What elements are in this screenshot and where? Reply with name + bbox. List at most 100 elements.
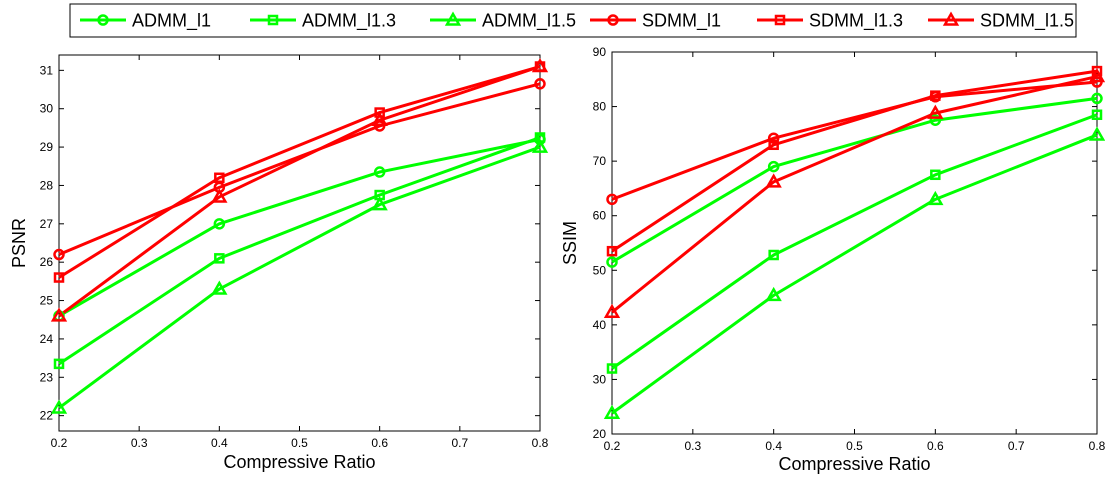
- ssim-y-tick-label: 90: [593, 45, 607, 59]
- ssim-point-admm-l1-5: [1088, 126, 1105, 141]
- psnr-point-admm-l1-3: [214, 253, 225, 264]
- ssim-point-sdmm-l1-5: [1088, 68, 1105, 83]
- psnr-series-line-admm-l1-3: [58, 136, 541, 366]
- psnr-point-admm-l1: [213, 218, 226, 230]
- ssim-y-axis-label: SSIM: [560, 221, 580, 265]
- psnr-x-tick-label: 0.2: [51, 436, 68, 450]
- legend-marker: [267, 14, 279, 26]
- ssim-y-tick-label: 60: [593, 209, 607, 223]
- ssim-x-axis-label: Compressive Ratio: [778, 454, 930, 474]
- ssim-point-sdmm-l1-3: [930, 90, 941, 101]
- ssim-x-tick-label: 0.5: [846, 439, 863, 453]
- ssim-x-tick-label: 0.4: [765, 439, 782, 453]
- ssim-series-line-sdmm-l1-5: [611, 75, 1098, 314]
- ssim-series-line-sdmm-l1: [611, 80, 1098, 201]
- ssim-point-admm-l1: [1091, 92, 1103, 105]
- psnr-point-sdmm-l1: [53, 248, 65, 261]
- psnr-point-sdmm-l1-5: [50, 307, 68, 322]
- legend: ADMM_l1 ADMM_l1.3 ADMM_l1.5 SDMM_l1 SDMM_l1.…: [69, 3, 1077, 38]
- psnr-y-tick-label: 27: [40, 217, 54, 231]
- psnr-x-tick-label: 0.8: [532, 436, 549, 450]
- psnr-point-sdmm-l1-5: [531, 57, 549, 73]
- ssim-point-sdmm-l1-3: [1091, 65, 1103, 77]
- psnr-point-sdmm-l1-5: [371, 111, 388, 126]
- ssim-x-tick-label: 0.2: [604, 439, 621, 453]
- psnr-y-tick-label: 29: [40, 140, 54, 154]
- legend-marker: [942, 11, 960, 26]
- legend-entry-sdmm-l1-5: SDMM_l1.5: [928, 11, 1074, 32]
- psnr-y-tick-label: 25: [40, 294, 54, 308]
- psnr-point-admm-l1-3: [53, 358, 65, 370]
- psnr-point-admm-l1-5: [531, 138, 549, 153]
- ssim-point-admm-l1-5: [765, 286, 782, 302]
- psnr-y-tick-label: 31: [40, 63, 54, 77]
- ssim-point-sdmm-l1: [606, 193, 618, 206]
- psnr-x-axis-label: Compressive Ratio: [223, 452, 375, 472]
- ssim-point-sdmm-l1-3: [768, 139, 779, 151]
- ssim-plot-area: [611, 51, 1098, 435]
- legend-marker: [774, 14, 786, 26]
- psnr-y-tick-label: 26: [40, 255, 54, 269]
- ssim-chart: 0.2 0.3 0.4 0.5 0.6 0.7 0.8 20 30 40 50 60 70 80 90 Co…: [560, 45, 1105, 474]
- legend-label: ADMM_l1: [132, 11, 211, 32]
- legend-entry-admm-l1-3: ADMM_l1.3: [250, 11, 396, 32]
- ssim-point-admm-l1: [606, 256, 618, 268]
- psnr-series-line-sdmm-l1-3: [58, 65, 541, 279]
- psnr-point-sdmm-l1: [373, 120, 386, 132]
- psnr-series-line-sdmm-l1: [58, 82, 541, 256]
- psnr-y-axis-label: PSNR: [9, 218, 29, 268]
- ssim-series-line-admm-l1: [611, 96, 1098, 264]
- ssim-y-tick-label: 70: [593, 154, 607, 168]
- psnr-y-tick-label: 23: [40, 370, 54, 384]
- ssim-point-admm-l1: [929, 114, 942, 126]
- legend-marker: [607, 14, 619, 26]
- ssim-x-tick-label: 0.6: [927, 439, 944, 453]
- psnr-x-tick-label: 0.5: [291, 436, 308, 450]
- psnr-point-admm-l1-5: [211, 280, 228, 295]
- legend-marker: [97, 14, 109, 26]
- legend-label: SDMM_l1.3: [809, 11, 903, 32]
- psnr-point-sdmm-l1-3: [214, 172, 225, 184]
- ssim-y-tick-label: 80: [593, 100, 607, 114]
- legend-marker: [444, 11, 462, 26]
- psnr-point-sdmm-l1-5: [211, 188, 228, 203]
- legend-entry-sdmm-l1: SDMM_l1: [590, 11, 721, 32]
- ssim-y-tick-label: 50: [593, 263, 607, 277]
- psnr-series-line-sdmm-l1-5: [58, 65, 541, 318]
- ssim-x-tick-label: 0.8: [1089, 439, 1105, 453]
- legend-label: ADMM_l1.3: [302, 11, 396, 32]
- legend-entry-admm-l1-5: ADMM_l1.5: [430, 11, 576, 32]
- ssim-point-admm-l1-5: [927, 190, 944, 206]
- psnr-series-line-admm-l1: [58, 137, 541, 318]
- ssim-point-admm-l1-3: [930, 169, 941, 181]
- psnr-plot-area: [58, 54, 541, 432]
- psnr-point-admm-l1-5: [371, 196, 388, 211]
- ssim-point-sdmm-l1-5: [927, 104, 944, 119]
- ssim-point-admm-l1-3: [606, 363, 618, 374]
- ssim-series-line-admm-l1-5: [611, 133, 1098, 415]
- ssim-point-sdmm-l1-5: [603, 303, 621, 319]
- psnr-y-tick-label: 30: [40, 102, 54, 116]
- psnr-y-tick-label: 28: [40, 178, 54, 192]
- ssim-point-admm-l1: [767, 160, 780, 173]
- ssim-point-admm-l1-5: [603, 404, 621, 420]
- ssim-point-sdmm-l1-5: [765, 173, 782, 188]
- psnr-point-sdmm-l1: [534, 78, 546, 90]
- ssim-point-sdmm-l1: [767, 132, 780, 144]
- legend-box: [69, 3, 1077, 38]
- ssim-y-tick-label: 40: [593, 318, 607, 332]
- ssim-series-line-admm-l1-3: [611, 113, 1098, 370]
- psnr-x-tick-label: 0.3: [131, 436, 148, 450]
- ssim-point-admm-l1-3: [768, 249, 779, 261]
- legend-label: ADMM_l1.5: [482, 11, 576, 32]
- psnr-point-admm-l1: [373, 166, 386, 178]
- legend-entry-sdmm-l1-3: SDMM_l1.3: [757, 11, 903, 32]
- ssim-x-tick-label: 0.3: [684, 439, 701, 453]
- ssim-series-line-sdmm-l1-3: [611, 69, 1098, 253]
- psnr-x-tick-label: 0.7: [451, 436, 468, 450]
- ssim-y-tick-label: 20: [593, 427, 607, 441]
- psnr-x-tick-label: 0.4: [211, 436, 228, 450]
- legend-entry-admm-l1: ADMM_l1: [80, 11, 211, 32]
- psnr-y-tick-label: 24: [40, 332, 54, 346]
- ssim-x-tick-label: 0.7: [1008, 439, 1025, 453]
